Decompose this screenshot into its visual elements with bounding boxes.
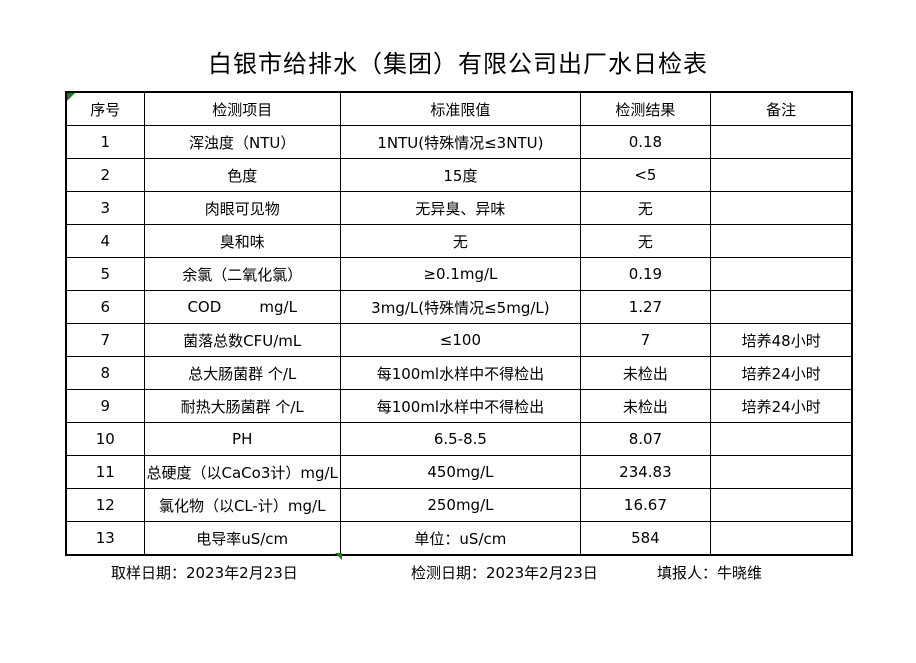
cell-result: 1.27 (579, 290, 711, 324)
cell-standard: 15度 (339, 158, 581, 192)
cell-standard: ≤100 (339, 323, 581, 357)
cell-item: PH (143, 422, 341, 456)
table-row: 11 总硬度（以CaCo3计）mg/L 450mg/L 234.83 (65, 455, 853, 489)
cell-item: 菌落总数CFU/mL (143, 323, 341, 357)
cell-standard: 450mg/L (339, 455, 581, 489)
cell-item: 氯化物（以CL-计）mg/L (143, 488, 341, 522)
table-row: 4 臭和味 无 无 (65, 224, 853, 258)
reporter-name: 填报人：牛晓维 (657, 564, 763, 582)
test-date: 检测日期：2023年2月23日 (411, 564, 598, 582)
table-row: 8 总大肠菌群 个/L 每100ml水样中不得检出 未检出 培养24小时 (65, 356, 853, 390)
cell-item: 色度 (143, 158, 341, 192)
cell-remark: 培养24小时 (709, 356, 853, 390)
cell-no: 9 (65, 389, 145, 423)
table-row: 3 肉眼可见物 无异臭、异味 无 (65, 191, 853, 225)
cell-result: 584 (579, 521, 711, 556)
cell-standard: 3mg/L(特殊情况≤5mg/L) (339, 290, 581, 324)
column-header-no: 序号 (65, 91, 145, 126)
cell-remark: 培养48小时 (709, 323, 853, 357)
cell-item: 总大肠菌群 个/L (143, 356, 341, 390)
cell-standard: 每100ml水样中不得检出 (339, 356, 581, 390)
cell-item: 臭和味 (143, 224, 341, 258)
page-title: 白银市给排水（集团）有限公司出厂水日检表 (208, 50, 708, 78)
cell-item: 肉眼可见物 (143, 191, 341, 225)
cell-no: 13 (65, 521, 145, 556)
cell-item: 总硬度（以CaCo3计）mg/L (143, 455, 341, 489)
cell-remark (709, 455, 853, 489)
cell-no: 2 (65, 158, 145, 192)
header-row: 序号 检测项目 标准限值 检测结果 备注 (65, 91, 853, 126)
table-row: 7 菌落总数CFU/mL ≤100 7 培养48小时 (65, 323, 853, 357)
cell-standard: 250mg/L (339, 488, 581, 522)
cell-standard: ≥0.1mg/L (339, 257, 581, 291)
cell-no: 11 (65, 455, 145, 489)
cell-standard: 单位：uS/cm (339, 521, 581, 556)
table-row: 10 PH 6.5-8.5 8.07 (65, 422, 853, 456)
sampling-date: 取样日期：2023年2月23日 (111, 564, 298, 582)
cell-remark (709, 125, 853, 159)
cell-no: 5 (65, 257, 145, 291)
green-corner-marker-icon (67, 93, 75, 101)
cell-item: 浑浊度（NTU） (143, 125, 341, 159)
column-header-item: 检测项目 (143, 91, 341, 126)
column-header-remark: 备注 (709, 91, 853, 126)
cell-no: 6 (65, 290, 145, 324)
cell-item: 电导率uS/cm (143, 521, 341, 556)
column-header-result: 检测结果 (579, 91, 711, 126)
cell-result: <5 (579, 158, 711, 192)
cell-standard: 1NTU(特殊情况≤3NTU) (339, 125, 581, 159)
cell-remark: 培养24小时 (709, 389, 853, 423)
cell-result: 234.83 (579, 455, 711, 489)
cell-no: 1 (65, 125, 145, 159)
cell-standard: 无异臭、异味 (339, 191, 581, 225)
table-row: 5 余氯（二氧化氯） ≥0.1mg/L 0.19 (65, 257, 853, 291)
cell-item: 余氯（二氧化氯） (143, 257, 341, 291)
cell-no: 7 (65, 323, 145, 357)
table-row: 12 氯化物（以CL-计）mg/L 250mg/L 16.67 (65, 488, 853, 522)
report-table: 序号 检测项目 标准限值 检测结果 备注 1 浑浊度（NTU） 1NTU(特殊情… (65, 91, 854, 556)
table-row: 6 COD mg/L 3mg/L(特殊情况≤5mg/L) 1.27 (65, 290, 853, 324)
cell-item: COD mg/L (143, 290, 341, 324)
cell-no: 4 (65, 224, 145, 258)
cell-result: 8.07 (579, 422, 711, 456)
table-row: 9 耐热大肠菌群 个/L 每100ml水样中不得检出 未检出 培养24小时 (65, 389, 853, 423)
cell-remark (709, 488, 853, 522)
table-row: 2 色度 15度 <5 (65, 158, 853, 192)
cell-no: 10 (65, 422, 145, 456)
cell-remark (709, 224, 853, 258)
cell-standard: 每100ml水样中不得检出 (339, 389, 581, 423)
cell-no: 8 (65, 356, 145, 390)
cell-no: 12 (65, 488, 145, 522)
cell-remark (709, 422, 853, 456)
table-row: 13 电导率uS/cm 单位：uS/cm 584 (65, 521, 853, 556)
cell-result: 无 (579, 224, 711, 258)
cell-result: 无 (579, 191, 711, 225)
cell-remark (709, 158, 853, 192)
cell-result: 16.67 (579, 488, 711, 522)
cell-remark (709, 257, 853, 291)
cell-result: 7 (579, 323, 711, 357)
cell-remark (709, 521, 853, 556)
table-row: 1 浑浊度（NTU） 1NTU(特殊情况≤3NTU) 0.18 (65, 125, 853, 159)
cell-remark (709, 290, 853, 324)
cell-no: 3 (65, 191, 145, 225)
cell-item: 耐热大肠菌群 个/L (143, 389, 341, 423)
cell-standard: 6.5-8.5 (339, 422, 581, 456)
cell-result: 0.18 (579, 125, 711, 159)
cell-result: 0.19 (579, 257, 711, 291)
cell-standard: 无 (339, 224, 581, 258)
cell-result: 未检出 (579, 389, 711, 423)
cell-remark (709, 191, 853, 225)
cell-result: 未检出 (579, 356, 711, 390)
footer: 取样日期：2023年2月23日 检测日期：2023年2月23日 填报人：牛晓维 (0, 562, 916, 584)
green-bottom-marker-icon (335, 553, 342, 560)
column-header-standard: 标准限值 (339, 91, 581, 126)
